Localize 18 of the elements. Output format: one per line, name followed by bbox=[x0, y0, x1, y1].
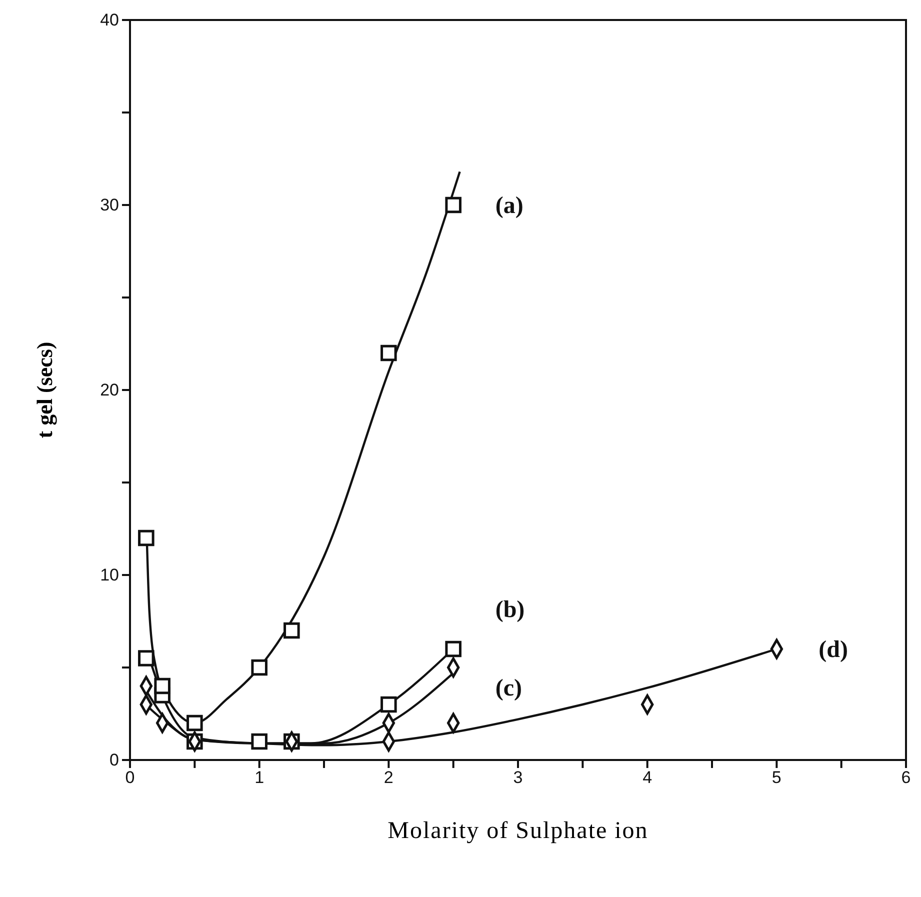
y-tick-label: 30 bbox=[100, 195, 119, 214]
x-tick-label: 2 bbox=[384, 768, 394, 788]
series-label: (d) bbox=[818, 637, 848, 663]
x-tick-label: 3 bbox=[513, 768, 523, 788]
y-tick-label: 40 bbox=[100, 10, 119, 30]
series-label: (c) bbox=[495, 676, 522, 702]
x-tick-label: 1 bbox=[254, 768, 264, 788]
series-label: (a) bbox=[495, 193, 524, 219]
y-tick-label: 20 bbox=[100, 380, 119, 400]
x-tick-label: 5 bbox=[772, 768, 782, 788]
y-tick-label: 10 bbox=[100, 565, 119, 584]
x-tick-label: 4 bbox=[642, 768, 652, 788]
x-tick-label: 0 bbox=[125, 768, 135, 788]
y-tick-label: 0 bbox=[110, 750, 119, 770]
x-axis-title: Molarity of Sulphate ion bbox=[388, 818, 648, 844]
x-tick-label: 6 bbox=[901, 768, 911, 788]
y-axis-title: t gel (secs) bbox=[32, 342, 57, 438]
series-label: (b) bbox=[495, 597, 525, 623]
